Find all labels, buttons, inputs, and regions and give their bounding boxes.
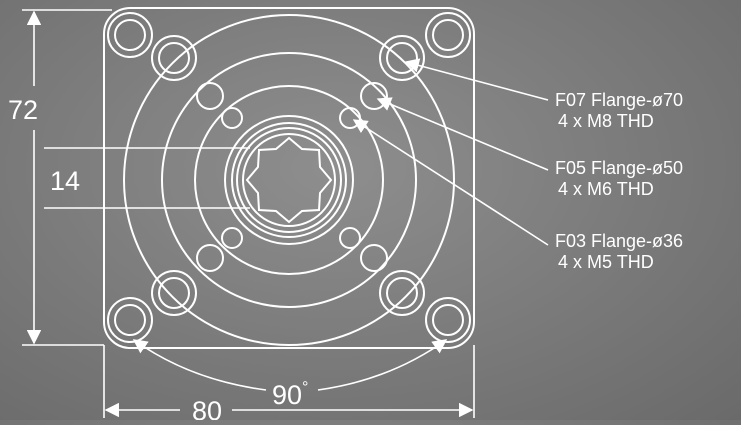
f07-hole-top-left bbox=[151, 35, 197, 81]
f03-hole-bottom-right bbox=[339, 227, 361, 249]
f05-leader-line bbox=[376, 97, 549, 171]
f07-hole-bottom-left bbox=[151, 270, 197, 316]
angle-label: 90° bbox=[272, 379, 308, 410]
f07-hole-top-right bbox=[379, 35, 425, 81]
f03-hole-top-left bbox=[221, 107, 243, 129]
hub-circle bbox=[231, 122, 347, 238]
f03-hole-bottom-left bbox=[221, 227, 243, 249]
corner-hole-top-left bbox=[107, 12, 153, 58]
f05-thread-label: 4 x M6 THD bbox=[558, 179, 654, 199]
f03-thread-label: 4 x M5 THD bbox=[558, 252, 654, 272]
f07-hole-bottom-right bbox=[379, 270, 425, 316]
bore-circle-outer bbox=[236, 127, 342, 233]
angle-arc-right bbox=[317, 339, 448, 391]
degree-symbol: ° bbox=[302, 379, 308, 396]
corner-hole-bottom-right bbox=[425, 297, 471, 343]
star-shaft-bore bbox=[245, 136, 333, 224]
f05-hole-bottom-left bbox=[196, 244, 224, 272]
f07-flange-label: F07 Flange-ø70 bbox=[555, 90, 683, 110]
f05-hole-bottom-right bbox=[360, 244, 388, 272]
flange-ring-outer bbox=[161, 52, 417, 308]
flange-ring-middle bbox=[194, 85, 384, 275]
f03-leader-line bbox=[352, 119, 549, 246]
width-dimension-label: 80 bbox=[192, 396, 222, 420]
f03-hole-top-right bbox=[339, 107, 361, 129]
f03-flange-label: F03 Flange-ø36 bbox=[555, 231, 683, 251]
angle-arc-left bbox=[132, 339, 267, 391]
flange-ring-inner bbox=[224, 115, 354, 245]
corner-hole-bottom-left bbox=[107, 297, 153, 343]
height-dimension-label: 72 bbox=[8, 95, 38, 125]
f05-flange-label: F05 Flange-ø50 bbox=[555, 158, 683, 178]
body-outline bbox=[103, 7, 475, 349]
f05-hole-top-left bbox=[196, 82, 224, 110]
corner-hole-top-right bbox=[425, 12, 471, 58]
bore-circle-inner bbox=[242, 133, 336, 227]
shaft-dimension-label: 14 bbox=[50, 166, 80, 196]
f07-pitch-circle bbox=[123, 14, 455, 346]
f05-hole-top-right bbox=[360, 82, 388, 110]
f07-thread-label: 4 x M8 THD bbox=[558, 111, 654, 131]
f07-leader-line bbox=[404, 58, 549, 101]
